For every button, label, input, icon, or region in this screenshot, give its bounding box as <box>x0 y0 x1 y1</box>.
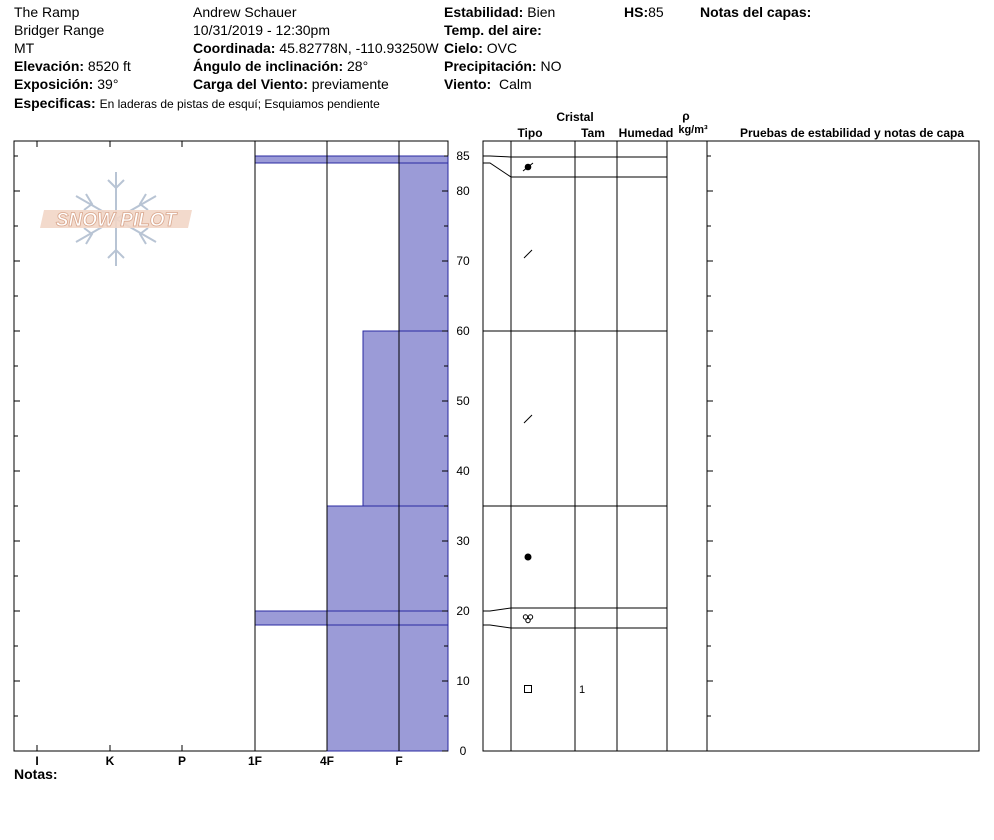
incline-value: 28° <box>347 58 369 74</box>
aspect-value: 39° <box>97 76 119 92</box>
specifics: Especificas: En laderas de pistas de esq… <box>14 95 380 112</box>
grain-symbol-decomposing <box>523 249 533 259</box>
hardness-bar-2 <box>326 505 449 612</box>
y-tick-label-80: 80 <box>456 184 470 198</box>
layer-notes-label: Notas del capas: <box>700 4 812 20</box>
col-header-rho-unit: kg/m³ <box>678 124 708 136</box>
x-tick-label-I: I <box>35 754 38 768</box>
hs-label: HS: <box>624 4 649 20</box>
precip-value: NO <box>540 58 562 74</box>
grain-symbol-precip-particles <box>522 162 534 172</box>
aspect: Exposición: 39° <box>14 76 118 92</box>
layer-boundary-20 <box>483 607 667 612</box>
grain-size-0: 1 <box>579 684 585 696</box>
y-tick-label-50: 50 <box>456 394 470 408</box>
hardness-bar-4 <box>398 162 449 332</box>
wind-load-label: Carga del Viento: <box>193 76 308 92</box>
grain-symbol-facets <box>524 685 532 693</box>
stability-value: Bien <box>527 4 556 20</box>
y-tick-label-70: 70 <box>456 254 470 268</box>
y-tick-label-10: 10 <box>456 674 470 688</box>
precipitation: Precipitación: NO <box>444 58 561 74</box>
air-temp: Temp. del aire: <box>444 22 542 38</box>
aspect-label: Exposición: <box>14 76 94 92</box>
x-tick-label-4F: 4F <box>320 754 334 768</box>
coordinate-value: 45.82778N, -110.93250W <box>279 40 439 56</box>
incline-label: Ángulo de inclinación: <box>193 58 344 74</box>
col-header-tipo: Tipo <box>517 126 542 140</box>
hardness-bar-3 <box>362 330 449 507</box>
air-temp-label: Temp. del aire: <box>444 22 542 38</box>
y-tick-label-30: 30 <box>456 534 470 548</box>
elevation-value: 8520 ft <box>87 58 131 74</box>
location: The Ramp <box>14 4 80 20</box>
x-tick-label-P: P <box>178 754 186 768</box>
col-header-cristal: Cristal <box>556 110 593 124</box>
logo-text: SNOW PILOT <box>56 210 178 231</box>
sky: Cielo: OVC <box>444 40 517 56</box>
layer-boundary-85 <box>483 155 667 158</box>
layer-boundary-18 <box>483 624 667 629</box>
coordinate: Coordinada: 45.82778N, -110.93250W <box>193 40 439 56</box>
stability-label: Estabilidad: <box>444 4 524 20</box>
wind-value: Calm <box>498 76 532 92</box>
wind: Viento: Calm <box>444 76 532 92</box>
hardness-bar-5 <box>254 155 449 164</box>
datetime: 10/31/2019 - 12:30pm <box>193 22 330 38</box>
layer-boundary-84 <box>483 162 667 178</box>
wind-load-value: previamente <box>311 76 389 92</box>
coordinate-label: Coordinada: <box>193 40 276 56</box>
y-tick-label-40: 40 <box>456 464 470 478</box>
hardness-bar-1 <box>254 610 449 626</box>
observer: Andrew Schauer <box>193 4 297 20</box>
specifics-value: En laderas de pistas de esquí; Esquiamos… <box>99 97 380 111</box>
specifics-label: Especificas: <box>14 95 96 111</box>
hardness-bar-0 <box>326 624 449 752</box>
col-header-humedad: Humedad <box>619 126 674 140</box>
y-tick-label-20: 20 <box>456 604 470 618</box>
y-tick-label-0: 0 <box>460 744 467 758</box>
grain-symbol-melt-freeze <box>522 614 534 624</box>
col-header-rho: ρ <box>682 109 689 123</box>
grain-symbol-rounds <box>524 553 532 561</box>
notes-label: Notas: <box>14 766 58 782</box>
sky-label: Cielo: <box>444 40 483 56</box>
precip-label: Precipitación: <box>444 58 537 74</box>
col-header-pruebas: Pruebas de estabilidad y notas de capa <box>740 126 964 140</box>
sky-value: OVC <box>486 40 518 56</box>
grain-symbol-decomposing <box>523 414 533 424</box>
incline: Ángulo de inclinación: 28° <box>193 58 368 74</box>
hs-value: 85 <box>648 4 664 20</box>
snowpilot-logo: SNOW PILOT <box>40 172 192 266</box>
wind-label: Viento: <box>444 76 492 92</box>
wind-load: Carga del Viento: previamente <box>193 76 389 92</box>
layer-table-frame <box>482 140 980 752</box>
elevation: Elevación: 8520 ft <box>14 58 131 74</box>
range: Bridger Range <box>14 22 105 38</box>
stability: Estabilidad: Bien <box>444 4 555 20</box>
y-tick-label-60: 60 <box>456 324 470 338</box>
elevation-label: Elevación: <box>14 58 85 74</box>
y-tick-label-85: 85 <box>456 149 470 163</box>
x-tick-label-1F: 1F <box>248 754 262 768</box>
hs: HS:85 <box>624 4 664 20</box>
col-header-tam: Tam <box>581 126 605 140</box>
x-tick-label-K: K <box>106 754 115 768</box>
x-tick-label-F: F <box>395 754 402 768</box>
state: MT <box>14 40 35 56</box>
